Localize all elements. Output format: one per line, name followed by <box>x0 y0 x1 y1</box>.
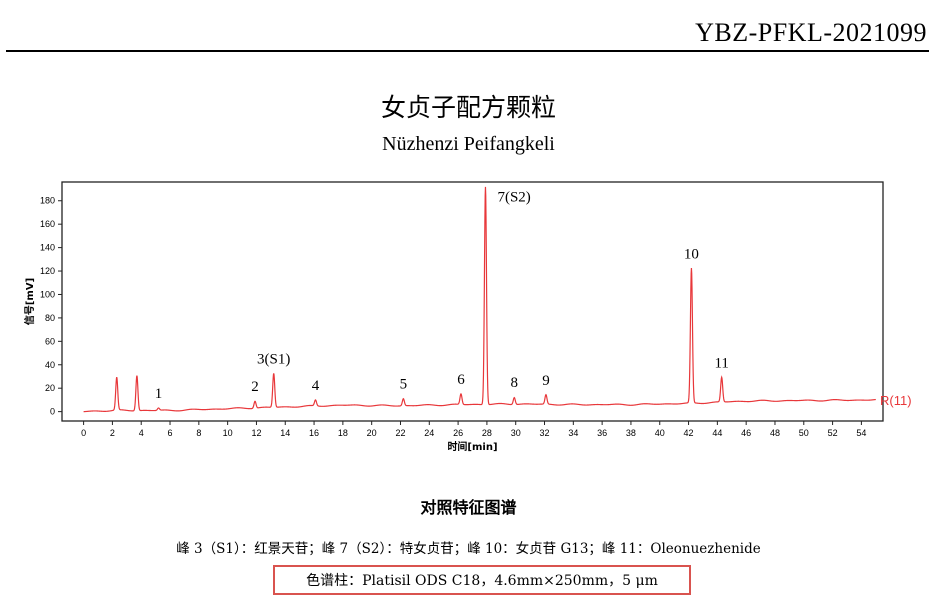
peak-label: 6 <box>457 372 465 388</box>
peak-label: 1 <box>155 386 163 402</box>
x-tick-label: 40 <box>655 428 665 438</box>
x-tick-label: 20 <box>367 428 377 438</box>
y-tick-label: 0 <box>50 407 55 417</box>
x-tick-label: 16 <box>309 428 319 438</box>
y-tick-label: 80 <box>45 313 55 323</box>
series-line-r11 <box>83 186 876 413</box>
column-info-text: 色谱柱：Platisil ODS C18，4.6mm×250mm，5 μm <box>306 573 658 589</box>
peak-label: 10 <box>684 247 699 263</box>
x-tick-label: 46 <box>741 428 751 438</box>
x-tick-label: 48 <box>770 428 780 438</box>
x-tick-label: 36 <box>597 428 607 438</box>
x-tick-label: 52 <box>828 428 838 438</box>
x-tick-label: 18 <box>338 428 348 438</box>
x-tick-label: 10 <box>223 428 233 438</box>
x-tick-label: 22 <box>395 428 405 438</box>
header-rule <box>6 50 929 52</box>
x-tick-label: 28 <box>482 428 492 438</box>
x-tick-label: 54 <box>856 428 866 438</box>
peak-label: 4 <box>312 378 320 394</box>
chromatogram-chart: 0 2 4 6 8 10 12 14 16 18 20 22 24 26 28 30 32 34 36 38 40 42 4… <box>23 181 912 453</box>
x-tick-label: 6 <box>168 428 173 438</box>
y-tick-label: 180 <box>40 196 55 206</box>
y-axis-label: 信号[mV] <box>23 278 36 325</box>
peak-label: 5 <box>400 377 408 393</box>
caption-title: 对照特征图谱 <box>420 498 517 517</box>
peak-label: 3(S1) <box>257 351 290 367</box>
x-tick-label: 34 <box>568 428 578 438</box>
peak-label: 2 <box>251 379 259 395</box>
x-tick-label: 2 <box>110 428 115 438</box>
x-tick-label: 26 <box>453 428 463 438</box>
x-tick-label: 30 <box>511 428 521 438</box>
document-code: YBZ-PFKL-2021099 <box>695 18 927 47</box>
y-tick-label: 160 <box>40 219 55 229</box>
x-axis-label: 时间[min] <box>447 440 497 453</box>
peak-label: 11 <box>714 355 728 371</box>
x-tick-label: 50 <box>799 428 809 438</box>
y-tick-label: 120 <box>40 266 55 276</box>
x-tick-label: 38 <box>626 428 636 438</box>
column-info-box: 色谱柱：Platisil ODS C18，4.6mm×250mm，5 μm <box>273 565 691 595</box>
peak-label: 8 <box>511 375 519 391</box>
peak-label: 7(S2) <box>497 189 530 205</box>
page-subtitle: Nüzhenzi Peifangkeli <box>382 133 555 155</box>
x-tick-label: 24 <box>424 428 434 438</box>
y-tick-label: 20 <box>45 383 55 393</box>
y-tick-label: 40 <box>45 360 55 370</box>
x-tick-label: 44 <box>712 428 722 438</box>
x-tick-label: 8 <box>196 428 201 438</box>
series-label: R(11) <box>880 393 912 408</box>
y-tick-label: 100 <box>40 289 55 299</box>
x-tick-label: 12 <box>251 428 261 438</box>
peak-label: 9 <box>542 373 550 389</box>
peak-identification-note: 峰 3（S1）：红景天苷；峰 7（S2）：特女贞苷；峰 10：女贞苷 G13；峰… <box>176 541 761 557</box>
x-tick-label: 4 <box>139 428 144 438</box>
page-title: 女贞子配方颗粒 <box>380 93 556 122</box>
x-tick-label: 32 <box>540 428 550 438</box>
plot-frame <box>61 181 884 422</box>
x-tick-label: 14 <box>280 428 290 438</box>
x-tick-label: 42 <box>684 428 694 438</box>
x-tick-label: 0 <box>81 428 86 438</box>
y-tick-label: 140 <box>40 243 55 253</box>
y-tick-label: 60 <box>45 336 55 346</box>
